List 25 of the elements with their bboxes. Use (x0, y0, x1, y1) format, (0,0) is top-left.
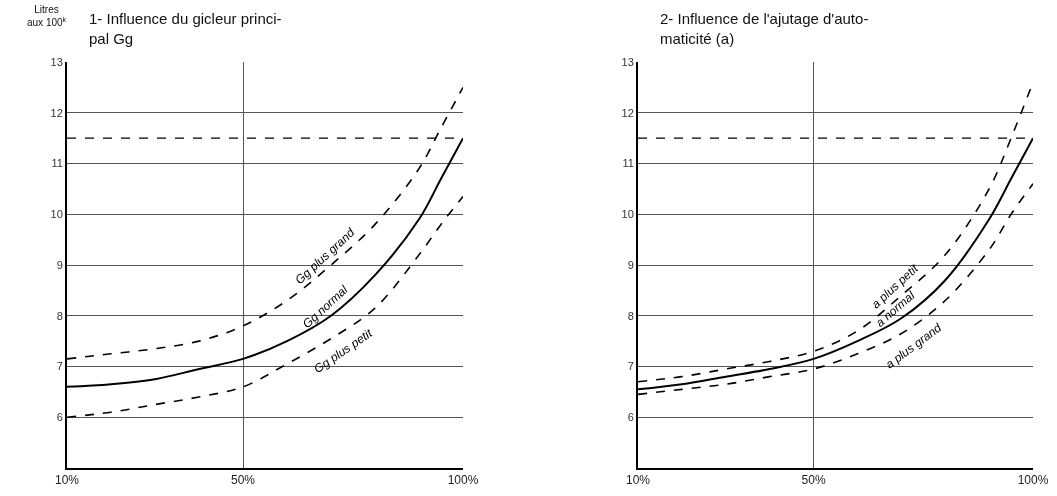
y-tick-label: 13 (621, 55, 634, 68)
x-tick-label: 100% (1017, 473, 1049, 488)
y-tick-label: 12 (621, 106, 634, 119)
x-tick-label: 10% (625, 473, 651, 488)
y-tick-label: 9 (56, 258, 63, 271)
chart-title: 1- Influence du gicleur princi- pal Gg (89, 10, 282, 47)
x-tick-label: 100% (447, 473, 479, 488)
chart-title: 2- Influence de l'ajutage d'auto- maticité (a) (660, 10, 869, 47)
x-tick-label: 10% (54, 473, 80, 488)
y-tick-label: 12 (50, 106, 63, 119)
x-tick-label: 50% (230, 473, 256, 488)
y-tick-label: 10 (50, 208, 63, 221)
y-tick-label: 11 (51, 157, 63, 170)
y-tick-label: 7 (627, 360, 634, 373)
y-tick-label: 9 (627, 258, 634, 271)
y-tick-label: 8 (56, 309, 63, 322)
y-tick-label: 8 (627, 309, 634, 322)
y-tick-label: 10 (621, 208, 634, 221)
y-tick-label: 11 (622, 157, 634, 170)
y-tick-label: 13 (50, 55, 63, 68)
y-tick-label: 6 (56, 411, 63, 424)
y-axis-title: Litres aux 100$^{k}$ (27, 4, 67, 28)
y-tick-label: 7 (56, 360, 63, 373)
y-tick-label: 6 (627, 411, 634, 424)
x-tick-label: 50% (801, 473, 826, 488)
